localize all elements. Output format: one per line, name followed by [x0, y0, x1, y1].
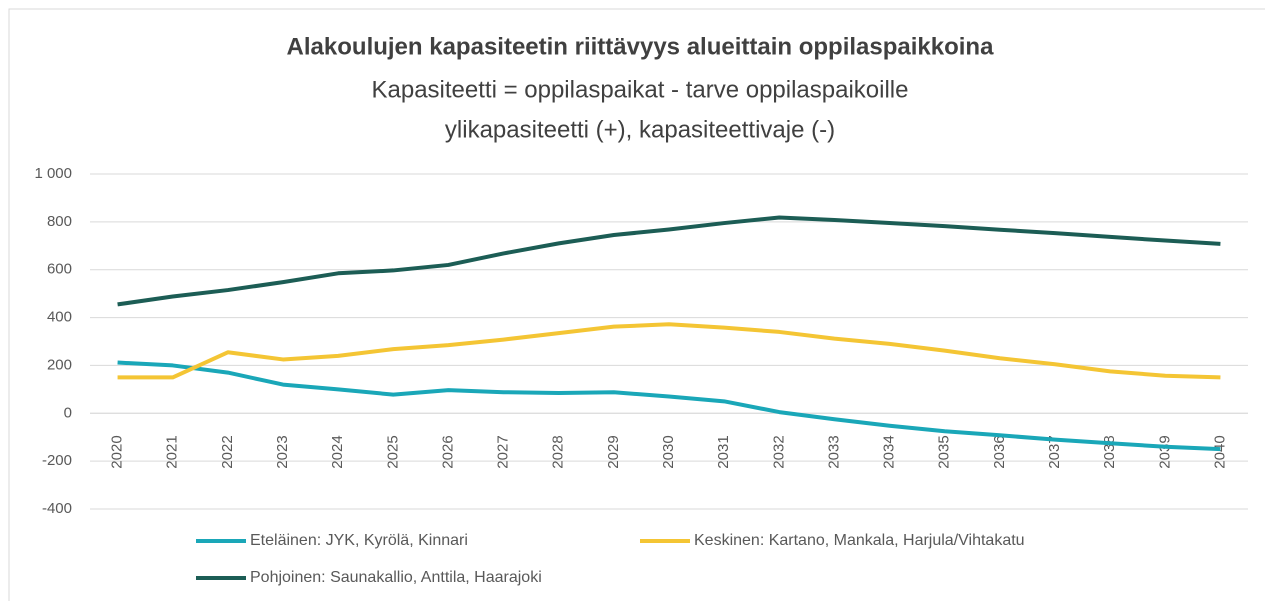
chart-title: Alakoulujen kapasiteetin riittävyys alue…: [287, 33, 995, 60]
series-line: [117, 322, 1221, 380]
y-tick-label: 1 000: [34, 165, 72, 182]
x-tick-label: 2027: [495, 435, 512, 468]
chart-subtitle: Kapasiteetti = oppilaspaikat - tarve opp…: [372, 76, 909, 103]
legend-label: Eteläinen: JYK, Kyrölä, Kinnari: [250, 532, 468, 549]
chart-frame: [8, 8, 1265, 606]
x-tick-label: 2034: [881, 435, 898, 468]
x-tick-label: 2037: [1046, 435, 1063, 468]
y-tick-label: -200: [42, 452, 72, 469]
x-tick-label: 2038: [1101, 435, 1118, 468]
x-tick-label: 2026: [439, 435, 456, 468]
x-tick-label: 2020: [109, 435, 126, 468]
x-tick-label: 2032: [770, 435, 787, 468]
legend-label: Keskinen: Kartano, Mankala, Harjula/Viht…: [694, 532, 1025, 549]
x-tick-label: 2030: [660, 435, 677, 468]
y-tick-label: 400: [47, 309, 72, 326]
y-tick-label: 200: [47, 356, 72, 373]
chart-subtitle: ylikapasiteetti (+), kapasiteettivaje (-…: [445, 116, 835, 143]
x-tick-label: 2031: [715, 435, 732, 468]
x-tick-label: 2035: [936, 435, 953, 468]
x-tick-label: 2028: [550, 435, 567, 468]
y-tick-label: 0: [64, 404, 72, 421]
x-tick-label: 2033: [825, 435, 842, 468]
series-line: [117, 215, 1221, 307]
x-tick-label: 2040: [1211, 435, 1228, 468]
x-tick-label: 2029: [605, 435, 622, 468]
legend-label: Pohjoinen: Saunakallio, Anttila, Haarajo…: [250, 569, 542, 586]
series-line: [117, 360, 1221, 452]
x-tick-label: 2021: [164, 435, 181, 468]
y-tick-label: 600: [47, 261, 72, 278]
x-tick-label: 2024: [329, 435, 346, 468]
x-tick-label: 2025: [384, 435, 401, 468]
x-tick-label: 2023: [274, 435, 291, 468]
x-tick-label: 2022: [219, 435, 236, 468]
y-tick-label: 800: [47, 213, 72, 230]
x-tick-label: 2039: [1156, 435, 1173, 468]
x-tick-label: 2036: [991, 435, 1008, 468]
y-tick-label: -400: [42, 500, 72, 517]
